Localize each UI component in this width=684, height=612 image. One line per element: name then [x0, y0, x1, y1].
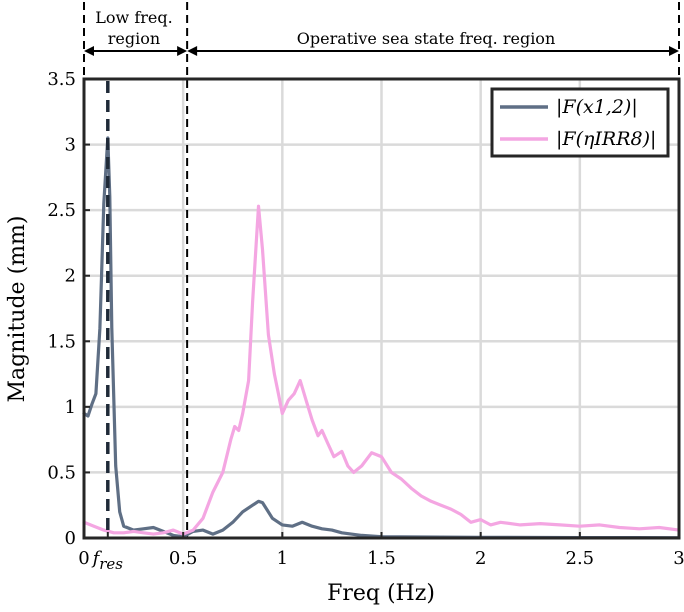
region-operative-arrow-head-right [669, 46, 679, 56]
series-line-2 [82, 204, 681, 536]
region-low-label-line2: region [108, 29, 160, 48]
legend-label-series-1: |F(x1,2)| [556, 96, 638, 118]
x-tick-label: 1 [277, 548, 288, 569]
y-tick-label: 0 [65, 528, 76, 549]
y-tick-label: 1.5 [47, 331, 76, 352]
x-tick-label: 3 [673, 548, 684, 569]
region-labels: Low freq. region Operative sea state fre… [95, 8, 555, 48]
region-operative-arrow-head-left [187, 46, 198, 56]
y-tick-label: 2 [65, 266, 76, 287]
region-low-arrow-head-left [84, 46, 94, 56]
y-tick-label: 1 [65, 397, 76, 418]
x-tick-label: 2 [475, 548, 486, 569]
legend-box [490, 87, 670, 158]
y-tick-label: 3.5 [47, 69, 76, 90]
x-tick-label: 0 [78, 548, 89, 569]
legend-label-series-2: |F(ηIRR8)| [556, 128, 656, 150]
x-tick-label: fres [91, 548, 124, 573]
y-tick-label: 2.5 [47, 200, 76, 221]
ticks: 00.511.522.533.50 fres 0.5 1 1.5 2 2.5 3 [47, 69, 684, 573]
y-axis-label: Magnitude (mm) [5, 216, 30, 403]
y-tick-label: 3 [65, 135, 76, 156]
y-tick-label: 0.5 [47, 462, 76, 483]
legend: |F(x1,2)| |F(ηIRR8)| [490, 87, 670, 158]
x-tick-label: 0.5 [169, 548, 198, 569]
region-low-label-line1: Low freq. [95, 8, 172, 27]
series-layer [82, 81, 681, 540]
region-operative-label: Operative sea state freq. region [297, 29, 556, 48]
x-axis-label: Freq (Hz) [327, 581, 435, 606]
x-tick-label: 2.5 [566, 548, 595, 569]
region-low-arrow-head-right [177, 46, 188, 56]
x-tick-label: 1.5 [367, 548, 396, 569]
region-markers [83, 2, 680, 538]
